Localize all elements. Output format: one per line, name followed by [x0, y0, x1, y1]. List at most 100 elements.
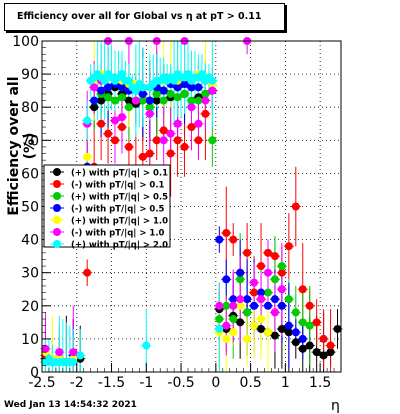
chart-title: Efficiency over all for Global vs η at p…	[4, 3, 285, 31]
data-point	[159, 86, 168, 95]
x-tick-label: -0.5	[167, 375, 194, 391]
data-point	[55, 348, 64, 357]
data-point	[305, 341, 314, 350]
data-point	[180, 80, 189, 89]
data-point	[145, 149, 154, 158]
data-point	[291, 328, 300, 337]
data-point	[222, 275, 231, 284]
data-point	[270, 252, 279, 261]
data-point	[173, 93, 182, 102]
data-point	[208, 86, 217, 95]
x-tick-label: -1	[139, 375, 153, 391]
data-point	[319, 351, 328, 360]
data-point	[215, 315, 224, 324]
data-point	[236, 318, 245, 327]
data-point	[90, 103, 99, 112]
data-point	[222, 228, 231, 237]
data-point	[152, 136, 161, 145]
data-point	[145, 103, 154, 112]
data-point	[100, 76, 109, 85]
data-point	[236, 295, 245, 304]
data-point	[170, 76, 179, 85]
data-point	[83, 268, 92, 277]
data-point	[250, 278, 259, 287]
x-tick-label: -1.5	[98, 375, 125, 391]
data-point	[194, 119, 203, 128]
data-point	[257, 315, 266, 324]
y-tick-label: 100	[12, 34, 39, 50]
data-point	[184, 70, 193, 79]
data-point	[284, 295, 293, 304]
data-point	[312, 348, 321, 357]
data-point	[104, 83, 113, 92]
data-point	[208, 136, 217, 145]
data-point	[166, 129, 175, 138]
data-point	[159, 96, 168, 105]
x-tick-label: -2.5	[28, 375, 55, 391]
legend-entry: (+) with pT/|q| > 0.5	[71, 193, 168, 203]
data-point	[69, 348, 78, 357]
data-point	[263, 328, 272, 337]
data-point	[76, 351, 85, 360]
data-point	[131, 86, 140, 95]
data-point	[90, 83, 99, 92]
data-point	[117, 93, 126, 102]
data-point	[124, 76, 133, 85]
data-point	[187, 123, 196, 132]
legend-entry: (+) with pT/|q| > 2.0	[71, 241, 168, 251]
legend: (+) with pT/|q| > 0.1 (-) with pT/|q| > 0…	[43, 164, 171, 251]
data-point	[291, 308, 300, 317]
data-point	[180, 142, 189, 151]
data-point	[333, 324, 342, 333]
data-point	[277, 324, 286, 333]
data-point	[284, 242, 293, 251]
data-point	[197, 70, 206, 79]
data-point	[250, 321, 259, 330]
data-point	[194, 83, 203, 92]
data-point	[236, 301, 245, 310]
data-point	[250, 301, 259, 310]
data-points	[41, 37, 342, 367]
data-point	[312, 318, 321, 327]
data-point	[229, 315, 238, 324]
x-tick-label: 0.5	[239, 375, 261, 391]
y-tick-label: 40	[21, 233, 39, 249]
legend-entry: (+) with pT/|q| > 0.1	[71, 169, 168, 179]
legend-entry: (+) with pT/|q| > 1.0	[71, 217, 168, 227]
data-point	[117, 83, 126, 92]
x-tick-label: 1.5	[309, 375, 331, 391]
y-tick-label: 60	[21, 166, 39, 182]
y-tick-label: 90	[21, 67, 39, 83]
x-tick-label: 1	[281, 375, 290, 391]
data-point	[263, 288, 272, 297]
data-point	[124, 96, 133, 105]
y-tick-label: 0	[30, 365, 39, 381]
data-point	[83, 152, 92, 161]
legend-box	[43, 164, 171, 248]
data-point	[298, 334, 307, 343]
data-point	[270, 295, 279, 304]
data-point	[243, 295, 252, 304]
data-point	[138, 89, 147, 98]
data-point	[104, 93, 113, 102]
data-point	[305, 301, 314, 310]
data-point	[97, 86, 106, 95]
data-point	[277, 301, 286, 310]
data-point	[41, 344, 50, 353]
data-point	[145, 96, 154, 105]
y-tick-label: 70	[21, 133, 39, 149]
data-point	[291, 338, 300, 347]
data-point	[201, 109, 210, 118]
y-tick-label: 10	[21, 332, 39, 348]
data-point	[145, 109, 154, 118]
data-point	[222, 301, 231, 310]
data-point	[83, 116, 92, 125]
y-tick-label: 80	[21, 100, 39, 116]
legend-entry: (-) with pT/|q| > 1.0	[71, 229, 165, 239]
data-point	[243, 248, 252, 257]
data-point	[138, 96, 147, 105]
data-point	[263, 248, 272, 257]
data-point	[257, 324, 266, 333]
timestamp: Wed Jan 13 14:54:32 2021	[4, 400, 137, 410]
data-point	[111, 116, 120, 125]
